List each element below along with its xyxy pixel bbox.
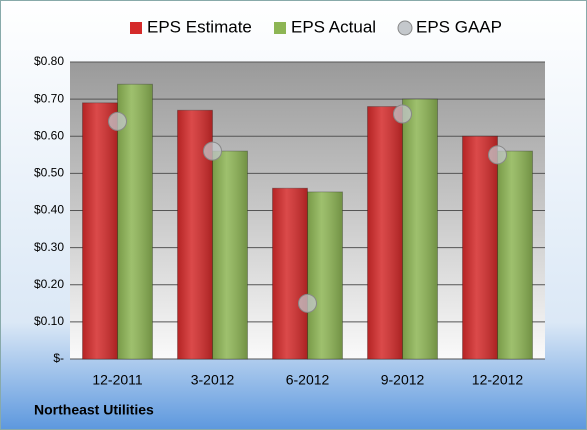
x-tick-label: 6-2012 — [286, 372, 330, 388]
bar-shine — [272, 188, 308, 359]
y-tick-label: $0.10 — [34, 314, 64, 328]
marker — [298, 293, 317, 313]
y-tick-label: $0.20 — [34, 277, 64, 291]
bar-shine — [462, 136, 498, 359]
y-tick-label: $0.60 — [34, 128, 64, 142]
x-tick-label: 12-2012 — [472, 372, 524, 388]
legend-marker — [130, 22, 142, 34]
bar-shine — [82, 102, 118, 360]
legend-marker — [397, 20, 413, 36]
bar-shine — [497, 151, 533, 359]
x-tick-label: 9-2012 — [381, 372, 425, 388]
legend-label: EPS Estimate — [147, 17, 252, 36]
marker — [393, 104, 412, 124]
y-tick-label: $0.70 — [34, 91, 64, 105]
y-tick-label: $0.40 — [34, 203, 64, 217]
legend-label: EPS Actual — [291, 17, 376, 36]
x-tick-label: 12-2011 — [92, 372, 143, 388]
x-tick-label: 3-2012 — [191, 372, 235, 388]
footnote: Northeast Utilities — [34, 402, 154, 418]
bar-shine — [307, 191, 343, 359]
marker — [203, 141, 222, 161]
bar-shine — [367, 106, 403, 359]
y-tick-label: $0.30 — [34, 240, 64, 254]
bar-shine — [402, 99, 438, 359]
y-tick-label: $0.80 — [34, 54, 64, 68]
y-tick-label: $0.50 — [34, 166, 64, 180]
marker — [488, 145, 507, 165]
marker — [108, 111, 127, 131]
legend-marker — [274, 22, 286, 34]
legend-label: EPS GAAP — [416, 17, 502, 36]
bar-shine — [212, 151, 248, 359]
y-tick-label: $- — [53, 351, 64, 365]
bar-shine — [117, 84, 153, 360]
